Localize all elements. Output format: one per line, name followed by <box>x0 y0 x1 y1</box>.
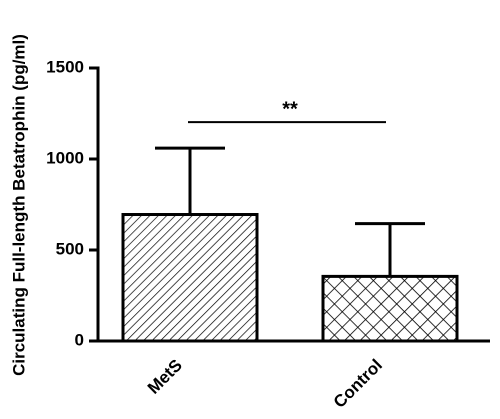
x-tick-label: Control <box>330 356 386 412</box>
y-tick-label: 1500 <box>46 57 84 76</box>
y-tick-label: 1000 <box>46 148 84 167</box>
significance-label: ** <box>282 98 298 120</box>
y-tick-label: 0 <box>75 330 84 349</box>
y-axis-label: Circulating Full-length Betatrophin (pg/… <box>9 34 28 376</box>
x-tick-label: MetS <box>144 356 186 398</box>
y-tick-label: 500 <box>56 239 84 258</box>
bar <box>121 213 259 343</box>
bar <box>321 274 459 343</box>
